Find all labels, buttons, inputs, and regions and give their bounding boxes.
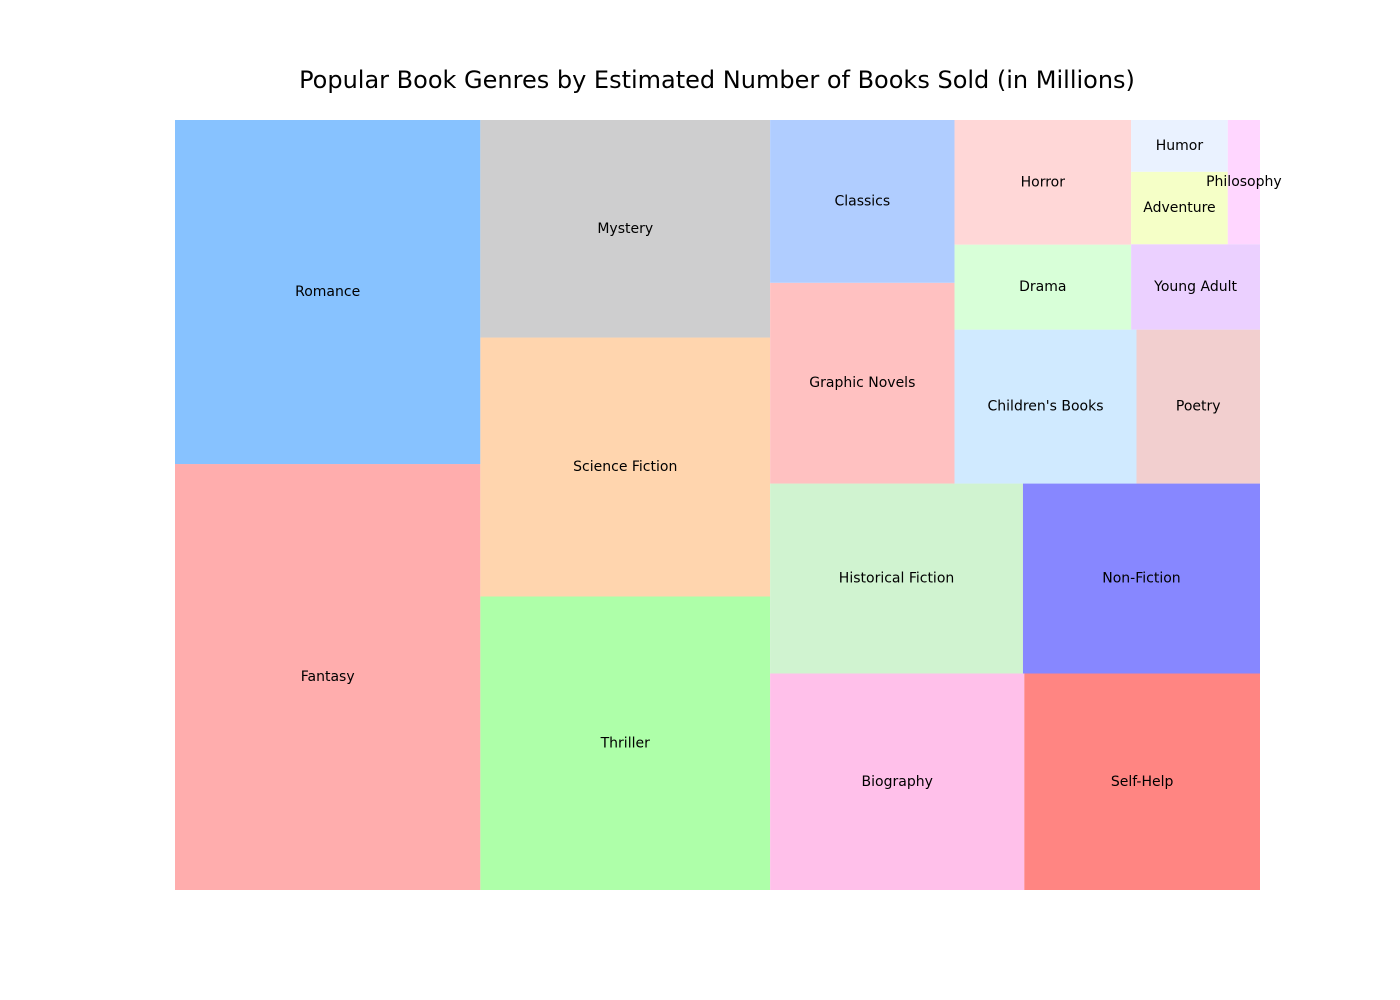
tile-rect-fantasy <box>175 464 481 890</box>
tile-rect-horror <box>954 120 1132 245</box>
tile-label-children-s-books: Children's Books <box>988 399 1104 415</box>
tile-adventure: Adventure <box>1131 171 1228 245</box>
tile-rect-young-adult <box>1131 244 1260 330</box>
tile-rect-classics <box>770 120 955 283</box>
tile-children-s-books: Children's Books <box>954 329 1137 484</box>
tile-non-fiction: Non-Fiction <box>1022 483 1260 674</box>
tile-rect-mystery <box>480 120 771 338</box>
tile-poetry: Poetry <box>1136 329 1260 484</box>
tile-label-young-adult: Young Adult <box>1153 279 1237 295</box>
tile-historical-fiction: Historical Fiction <box>770 483 1023 674</box>
chart-title: Popular Book Genres by Estimated Number … <box>299 66 1135 94</box>
tile-label-mystery: Mystery <box>597 221 653 237</box>
tile-romance: Romance <box>175 120 481 465</box>
tile-rect-thriller <box>480 596 771 890</box>
tile-self-help: Self-Help <box>1024 673 1260 890</box>
tile-rect-biography <box>770 673 1025 890</box>
tile-label-biography: Biography <box>862 774 933 790</box>
tile-label-historical-fiction: Historical Fiction <box>839 571 954 587</box>
tile-rect-graphic-novels <box>770 282 955 484</box>
tile-label-classics: Classics <box>834 193 890 209</box>
tile-rect-adventure <box>1131 171 1228 245</box>
tile-fantasy: Fantasy <box>175 464 481 890</box>
tile-rect-poetry <box>1136 329 1260 484</box>
tile-rect-non-fiction <box>1022 483 1260 674</box>
tile-classics: Classics <box>770 120 955 283</box>
tile-graphic-novels: Graphic Novels <box>770 282 955 484</box>
tile-rect-romance <box>175 120 481 465</box>
tile-label-romance: Romance <box>295 284 360 300</box>
tile-thriller: Thriller <box>480 596 771 890</box>
tile-label-self-help: Self-Help <box>1111 774 1174 790</box>
tile-philosophy: Philosophy <box>1206 120 1282 245</box>
tile-rect-science-fiction <box>480 337 771 597</box>
tile-label-fantasy: Fantasy <box>301 669 355 685</box>
tile-horror: Horror <box>954 120 1132 245</box>
tile-label-adventure: Adventure <box>1143 200 1215 216</box>
tile-label-philosophy: Philosophy <box>1206 174 1282 190</box>
tile-label-thriller: Thriller <box>600 735 650 751</box>
tile-label-horror: Horror <box>1021 174 1066 190</box>
tile-label-humor: Humor <box>1156 138 1204 154</box>
tile-rect-humor <box>1131 120 1228 172</box>
tile-drama: Drama <box>954 244 1132 330</box>
tile-mystery: Mystery <box>480 120 771 338</box>
tile-science-fiction: Science Fiction <box>480 337 771 597</box>
tile-label-drama: Drama <box>1019 279 1066 295</box>
tile-label-non-fiction: Non-Fiction <box>1102 571 1180 587</box>
tile-young-adult: Young Adult <box>1131 244 1260 330</box>
tile-biography: Biography <box>770 673 1025 890</box>
tile-rect-philosophy <box>1227 120 1260 245</box>
tile-rect-historical-fiction <box>770 483 1023 674</box>
tile-rect-children-s-books <box>954 329 1137 484</box>
tile-label-poetry: Poetry <box>1176 399 1221 415</box>
tile-label-science-fiction: Science Fiction <box>573 459 677 475</box>
tile-rect-self-help <box>1024 673 1260 890</box>
tile-label-graphic-novels: Graphic Novels <box>809 375 915 391</box>
tile-humor: Humor <box>1131 120 1228 172</box>
tile-rect-drama <box>954 244 1132 330</box>
